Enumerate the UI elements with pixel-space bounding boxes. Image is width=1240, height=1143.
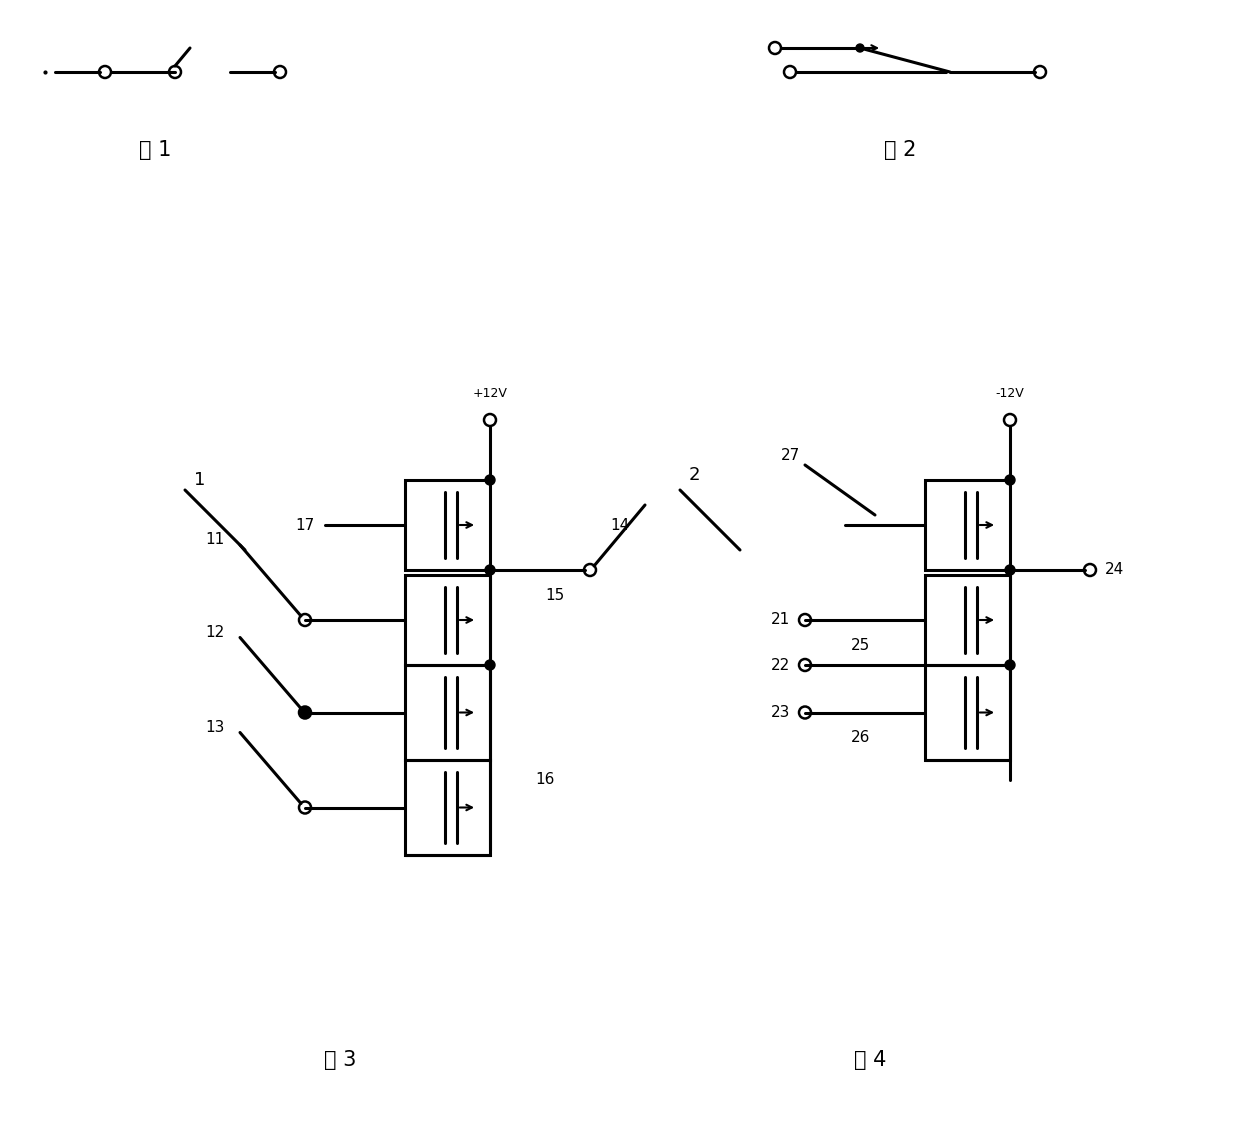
Text: 23: 23	[770, 705, 790, 720]
Text: 13: 13	[206, 720, 224, 735]
Bar	[925, 665, 1011, 760]
Text: 图 1: 图 1	[139, 139, 171, 160]
Bar	[405, 760, 490, 855]
Text: 24: 24	[1105, 562, 1125, 577]
Bar	[405, 665, 490, 760]
Bar	[405, 575, 490, 665]
Text: 图 3: 图 3	[324, 1050, 356, 1070]
Text: 14: 14	[610, 518, 629, 533]
Text: 17: 17	[296, 518, 315, 533]
Text: -12V: -12V	[996, 387, 1024, 400]
Text: 27: 27	[781, 448, 800, 463]
Text: 16: 16	[534, 773, 554, 788]
Text: 22: 22	[771, 657, 790, 672]
Circle shape	[485, 475, 495, 485]
Circle shape	[1004, 660, 1016, 670]
Bar	[925, 575, 1011, 665]
Text: +12V: +12V	[472, 387, 507, 400]
Text: 21: 21	[771, 613, 790, 628]
Text: 26: 26	[851, 730, 870, 745]
Text: 12: 12	[206, 625, 224, 640]
Circle shape	[856, 43, 864, 51]
Text: 25: 25	[851, 638, 870, 653]
Circle shape	[485, 660, 495, 670]
Bar	[925, 480, 1011, 570]
Circle shape	[1004, 565, 1016, 575]
Text: 1: 1	[193, 471, 205, 489]
Text: 2: 2	[688, 466, 701, 483]
Text: 图 4: 图 4	[854, 1050, 887, 1070]
Circle shape	[1004, 475, 1016, 485]
Circle shape	[485, 565, 495, 575]
Text: 15: 15	[546, 588, 564, 602]
Bar	[405, 480, 490, 570]
Text: 图 2: 图 2	[884, 139, 916, 160]
Text: 11: 11	[206, 533, 224, 547]
Circle shape	[300, 708, 310, 718]
